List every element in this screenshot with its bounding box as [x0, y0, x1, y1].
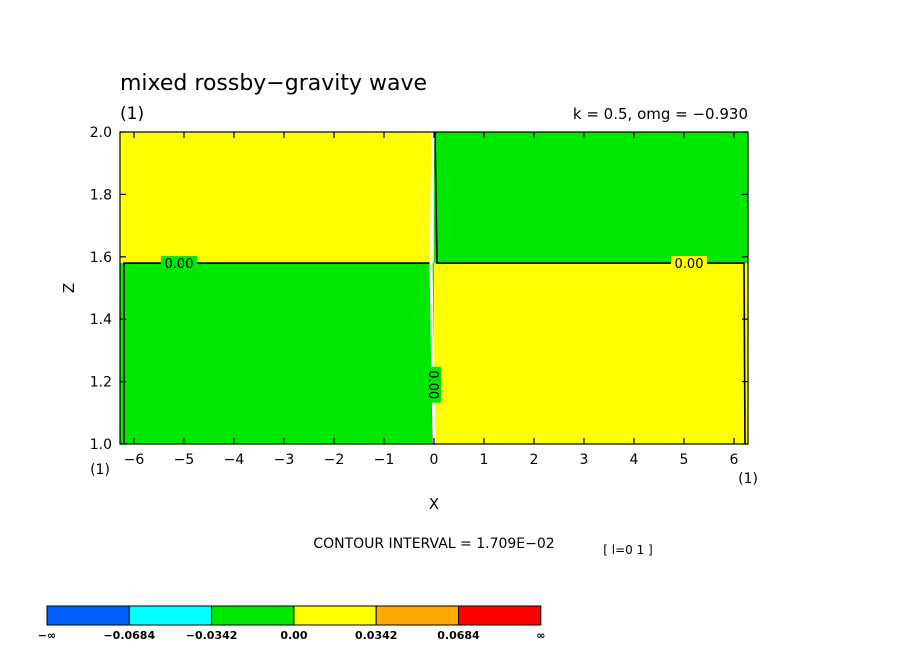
y-tick-label: 2.0 — [90, 125, 112, 141]
chart-subtitle-left: (1) — [120, 104, 144, 124]
x-axis-label: X — [429, 495, 439, 513]
colorbar-swatch — [375, 605, 460, 626]
colorbar-swatch — [211, 605, 295, 626]
contour-label: 0.00 — [165, 257, 194, 272]
contour-labels: 0.00 0.00 0.00 — [161, 256, 707, 403]
contour-line-right — [434, 131, 746, 445]
chart-title: mixed rossby−gravity wave — [120, 71, 427, 96]
x-tick-label: 0 — [430, 452, 439, 468]
colorbar-label: −0.0342 — [186, 629, 238, 642]
y-tick-label: 1.2 — [90, 375, 112, 391]
colorbar: −∞ −0.0684 −0.0342 0.00 0.0342 0.0684 ∞ — [38, 605, 545, 642]
colorbar-label: −0.0684 — [103, 629, 155, 642]
contour-label: 0.00 — [675, 257, 704, 272]
x-tick-label: 1 — [480, 452, 489, 468]
x-tick-label: 4 — [630, 452, 639, 468]
region-3 — [434, 132, 748, 264]
corner-label-left: (1) — [90, 462, 110, 478]
y-tick-label: 1.8 — [90, 187, 112, 203]
colorbar-label: 0.0684 — [437, 629, 480, 642]
x-tick-label: −3 — [274, 452, 295, 468]
x-tick-label: −4 — [224, 452, 245, 468]
y-tick-label: 1.4 — [90, 312, 112, 328]
x-tick-label: −1 — [374, 452, 395, 468]
colorbar-label: 0.0342 — [355, 629, 397, 642]
colorbar-label: ∞ — [536, 629, 545, 642]
colorbar-swatch — [46, 605, 130, 626]
region-1 — [120, 132, 434, 264]
index-text: [ l=0 1 ] — [603, 543, 652, 557]
contour-label: 0.00 — [425, 370, 440, 399]
colorbar-label: 0.00 — [280, 629, 307, 642]
corner-label-right: (1) — [738, 471, 758, 487]
plot-regions — [120, 132, 748, 444]
x-tick-label: −2 — [324, 452, 345, 468]
x-tick-label: 3 — [580, 452, 589, 468]
y-tick-label: 1.6 — [90, 250, 112, 266]
contour-label-bg — [671, 256, 707, 271]
x-tick-label: 6 — [730, 452, 739, 468]
region-2 — [434, 263, 748, 444]
colorbar-swatch — [458, 605, 542, 626]
axis-ticks: −6 −5 −4 −3 −2 −1 0 1 2 3 4 5 6 1.0 1.2 1.4 1.6 1.8 2.0 — [90, 125, 748, 468]
colorbar-swatch — [128, 605, 213, 626]
chart-subtitle-right: k = 0.5, omg = −0.930 — [573, 105, 748, 123]
contour-interval-text: CONTOUR INTERVAL = 1.709E−02 — [313, 536, 554, 552]
x-tick-label: −5 — [174, 452, 195, 468]
x-tick-label: 2 — [530, 452, 539, 468]
contour-label-bg — [161, 256, 197, 271]
y-axis-label: Z — [60, 283, 78, 293]
colorbar-swatch — [293, 605, 377, 626]
region-0 — [120, 263, 434, 444]
y-tick-label: 1.0 — [90, 437, 112, 453]
x-tick-label: −6 — [124, 452, 145, 468]
colorbar-label: −∞ — [38, 629, 56, 642]
contour-label-bg — [427, 366, 441, 403]
x-tick-label: 5 — [680, 452, 689, 468]
